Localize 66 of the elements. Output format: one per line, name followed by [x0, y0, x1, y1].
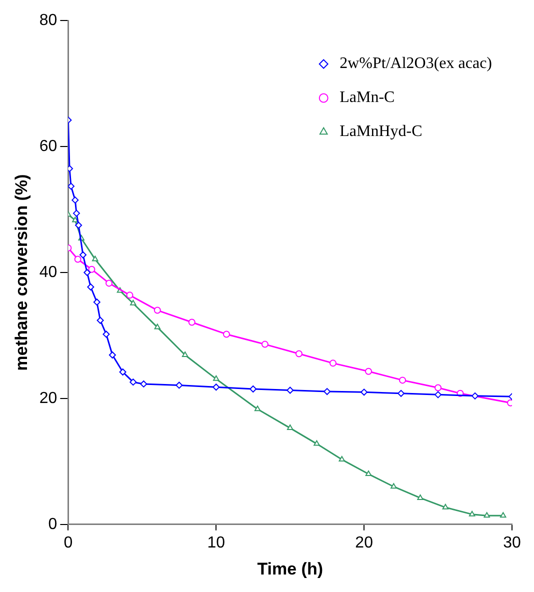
point [484, 512, 490, 518]
point [75, 222, 82, 229]
point [182, 352, 188, 357]
point [106, 280, 113, 287]
legend-label: LaMn-C [340, 89, 395, 106]
point [176, 382, 183, 389]
point [330, 360, 336, 367]
point [212, 384, 220, 391]
point [250, 386, 257, 393]
point [222, 330, 230, 338]
point [130, 300, 136, 306]
point [254, 406, 261, 412]
point [442, 504, 449, 510]
point [96, 316, 104, 324]
point [79, 251, 86, 258]
point [365, 470, 372, 476]
x-tick-label: 30 [503, 534, 521, 552]
point [93, 298, 100, 306]
y-tick-label: 40 [39, 264, 58, 281]
point [108, 352, 116, 358]
point [87, 283, 94, 290]
point [324, 388, 331, 396]
y-tick-label: 60 [39, 138, 58, 155]
legend-label: 2w%Pt/Al2O3(ex acac) [340, 55, 492, 72]
point [154, 324, 160, 330]
x-tick-label: 0 [64, 534, 73, 552]
point [72, 210, 80, 217]
x-tick-label: 10 [207, 534, 226, 552]
point [365, 368, 372, 375]
y-axis-title: methane conversion (%) [12, 174, 31, 371]
point [314, 440, 320, 446]
point [74, 256, 82, 263]
point [140, 380, 148, 388]
point [126, 292, 134, 299]
x-axis-title: Time (h) [257, 559, 324, 578]
point [295, 350, 302, 358]
point [188, 318, 196, 326]
y-tick-label: 20 [39, 390, 58, 407]
point [286, 386, 294, 394]
point [468, 510, 476, 516]
point [398, 390, 405, 397]
point [472, 392, 479, 400]
point [213, 375, 220, 381]
point [261, 340, 268, 348]
point [417, 494, 424, 500]
point [399, 376, 406, 384]
point [154, 306, 161, 314]
point [130, 378, 137, 386]
y-tick-label: 0 [48, 516, 58, 533]
legend-label: LaMnHyd-C [340, 123, 422, 140]
y-tick-label: 80 [39, 12, 58, 30]
point [72, 196, 79, 204]
point [68, 182, 75, 190]
point [92, 256, 98, 262]
point [88, 266, 96, 273]
point [390, 483, 397, 489]
x-tick-label: 20 [355, 534, 374, 552]
point [102, 330, 110, 338]
point [500, 512, 506, 518]
point [84, 269, 91, 276]
point [434, 384, 442, 392]
point [119, 368, 126, 376]
point [434, 391, 442, 398]
point [360, 388, 368, 396]
point [287, 424, 294, 430]
point [338, 456, 345, 462]
